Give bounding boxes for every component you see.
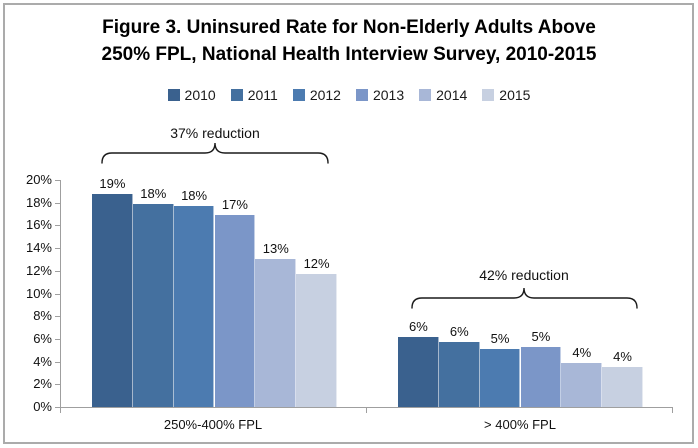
y-tick-label-2%: 2% — [33, 376, 52, 392]
bar-value-2012-250%-400% FPL: 18% — [181, 188, 208, 204]
bar-2010-250%-400% FPL — [92, 193, 133, 407]
figure-border — [3, 3, 694, 444]
bar-value-2014-250%-400% FPL: 13% — [262, 241, 289, 257]
chart-title-line1: Figure 3. Uninsured Rate for Non-Elderly… — [102, 17, 596, 38]
bar-value-2015-250%-400% FPL: 12% — [303, 256, 330, 272]
y-tick-2% — [55, 384, 60, 386]
x-axis-tick-right — [672, 407, 673, 413]
y-tick-8% — [55, 316, 60, 318]
bar-2013-> 400% FPL — [520, 346, 562, 407]
legend: 2010 2011 2012 2013 2014 2015 — [0, 87, 698, 103]
y-tick-label-4%: 4% — [33, 353, 52, 369]
legend-label-2011: 2011 — [247, 87, 278, 103]
chart-title: Figure 3. Uninsured Rate for Non-Elderly… — [0, 14, 698, 68]
bar-2015-250%-400% FPL — [296, 274, 337, 407]
category-label-250-400-fpl: 250%-400% FPL — [163, 417, 263, 432]
legend-item-2011: 2011 — [230, 87, 278, 103]
bar-value-2010-> 400% FPL: 6% — [409, 318, 428, 334]
y-tick-label-6%: 6% — [33, 330, 52, 346]
y-tick-12% — [55, 270, 60, 272]
legend-swatch-2011 — [230, 89, 243, 101]
reduction-bracket-right — [411, 287, 638, 309]
reduction-bracket-left — [101, 142, 329, 164]
legend-label-2015: 2015 — [499, 87, 531, 103]
legend-item-2010: 2010 — [167, 87, 216, 103]
bar-2011-> 400% FPL — [438, 342, 480, 407]
y-tick-label-16%: 16% — [25, 217, 52, 233]
y-tick-label-20%: 20% — [25, 172, 52, 187]
legend-item-2013: 2013 — [355, 87, 405, 103]
y-tick-16% — [55, 225, 60, 227]
y-tick-18% — [55, 202, 60, 204]
bar-2012-> 400% FPL — [479, 349, 521, 407]
y-tick-14% — [55, 248, 60, 250]
x-axis-tick-middle — [366, 407, 367, 413]
y-tick-label-0%: 0% — [33, 399, 52, 414]
y-tick-label-10%: 10% — [25, 285, 52, 301]
y-tick-10% — [55, 293, 60, 295]
y-tick-0% — [55, 407, 60, 408]
y-tick-label-8%: 8% — [33, 308, 52, 324]
bar-value-2013-250%-400% FPL: 17% — [221, 197, 248, 213]
bar-value-2013-> 400% FPL: 5% — [531, 328, 551, 344]
y-axis-line — [60, 180, 61, 413]
bar-2014-> 400% FPL — [561, 362, 603, 407]
bar-2012-250%-400% FPL — [173, 206, 215, 407]
y-tick-label-18%: 18% — [25, 194, 52, 210]
bar-2010-> 400% FPL — [398, 336, 439, 407]
bar-value-2011-250%-400% FPL: 18% — [140, 185, 167, 201]
bar-2011-250%-400% FPL — [132, 203, 174, 407]
annotation-42-reduction: 42% reduction — [479, 267, 569, 283]
bar-value-2015-> 400% FPL: 4% — [613, 349, 632, 365]
y-tick-6% — [55, 338, 60, 340]
legend-item-2014: 2014 — [419, 87, 467, 103]
bar-value-2014-> 400% FPL: 4% — [572, 344, 592, 360]
bar-2014-250%-400% FPL — [255, 259, 297, 407]
bar-2015-> 400% FPL — [602, 367, 643, 407]
bar-value-2010-250%-400% FPL: 19% — [99, 175, 126, 191]
legend-swatch-2014 — [419, 89, 432, 101]
category-label-above-400-fpl: > 400% FPL — [484, 417, 556, 432]
legend-label-2013: 2013 — [372, 87, 405, 103]
legend-swatch-2010 — [167, 89, 180, 101]
legend-swatch-2012 — [292, 89, 305, 101]
y-tick-label-14%: 14% — [25, 240, 52, 256]
chart-title-line2: 250% FPL, National Health Interview Surv… — [101, 44, 597, 65]
legend-item-2015: 2015 — [482, 87, 530, 103]
annotation-37-reduction: 37% reduction — [170, 125, 260, 141]
legend-item-2012: 2012 — [292, 87, 341, 103]
bar-value-2011-> 400% FPL: 6% — [449, 324, 469, 340]
legend-label-2010: 2010 — [184, 87, 216, 103]
legend-swatch-2013 — [355, 89, 368, 101]
legend-label-2012: 2012 — [309, 87, 341, 103]
legend-label-2014: 2014 — [436, 87, 468, 103]
bar-2013-250%-400% FPL — [214, 215, 256, 407]
y-tick-4% — [55, 361, 60, 363]
legend-swatch-2015 — [482, 89, 495, 101]
y-tick-20% — [55, 180, 60, 181]
y-tick-label-12%: 12% — [25, 262, 52, 278]
bar-value-2012-> 400% FPL: 5% — [490, 331, 510, 347]
